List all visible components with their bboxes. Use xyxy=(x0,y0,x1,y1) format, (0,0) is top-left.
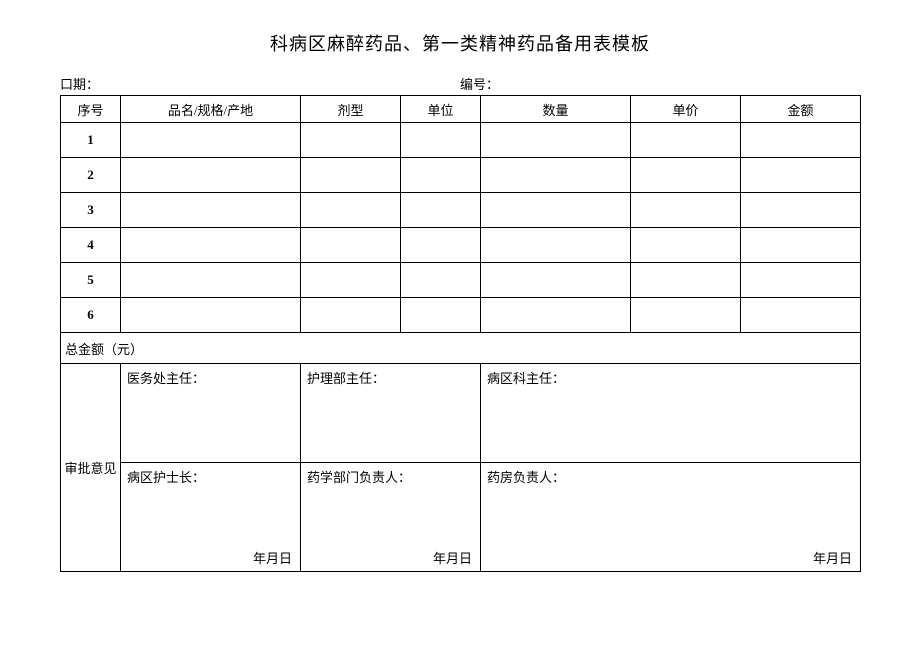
cell xyxy=(741,123,861,158)
cell xyxy=(401,158,481,193)
sig-cell-pharmacy-dept: 药学部门负责人： 年月日 xyxy=(301,463,481,572)
row-seq: 3 xyxy=(61,193,121,228)
total-label: 总金额（元） xyxy=(61,333,861,364)
sig-title: 医务处主任： xyxy=(127,368,294,387)
row-seq: 1 xyxy=(61,123,121,158)
main-table: 序号 品名/规格/产地 剂型 单位 数量 单价 金额 1 2 3 4 5 xyxy=(60,95,861,572)
cell xyxy=(631,298,741,333)
sig-date: 年月日 xyxy=(813,548,852,567)
approval-label: 审批意见 xyxy=(61,364,121,572)
sig-row-2: 病区护士长： 年月日 药学部门负责人： 年月日 药房负责人： 年月日 xyxy=(61,463,861,572)
cell xyxy=(481,263,631,298)
date-label: 口期： xyxy=(60,74,460,93)
cell xyxy=(121,298,301,333)
cell xyxy=(301,298,401,333)
cell xyxy=(301,193,401,228)
cell xyxy=(121,228,301,263)
table-row: 2 xyxy=(61,158,861,193)
cell xyxy=(401,298,481,333)
hdr-unit: 单位 xyxy=(401,96,481,123)
hdr-qty: 数量 xyxy=(481,96,631,123)
cell xyxy=(121,193,301,228)
sig-cell-ward-chief: 病区科主任： xyxy=(481,364,861,463)
sig-cell-nursing-director: 护理部主任： xyxy=(301,364,481,463)
hdr-form: 剂型 xyxy=(301,96,401,123)
sig-title: 病区护士长： xyxy=(127,467,294,486)
table-row: 6 xyxy=(61,298,861,333)
sig-cell-pharmacy-head: 药房负责人： 年月日 xyxy=(481,463,861,572)
sig-cell-medical-director: 医务处主任： xyxy=(121,364,301,463)
table-row: 5 xyxy=(61,263,861,298)
row-seq: 2 xyxy=(61,158,121,193)
cell xyxy=(301,263,401,298)
header-row: 序号 品名/规格/产地 剂型 单位 数量 单价 金额 xyxy=(61,96,861,123)
table-row: 4 xyxy=(61,228,861,263)
cell xyxy=(301,123,401,158)
row-seq: 4 xyxy=(61,228,121,263)
meta-row: 口期： 编号： xyxy=(60,74,860,93)
total-row: 总金额（元） xyxy=(61,333,861,364)
cell xyxy=(401,263,481,298)
cell xyxy=(741,193,861,228)
row-seq: 6 xyxy=(61,298,121,333)
row-seq: 5 xyxy=(61,263,121,298)
cell xyxy=(631,123,741,158)
table-row: 1 xyxy=(61,123,861,158)
cell xyxy=(121,158,301,193)
cell xyxy=(481,193,631,228)
cell xyxy=(401,228,481,263)
cell xyxy=(301,158,401,193)
cell xyxy=(631,158,741,193)
sig-title: 护理部主任： xyxy=(307,368,474,387)
cell xyxy=(741,263,861,298)
cell xyxy=(481,228,631,263)
sig-row-1: 审批意见 医务处主任： 护理部主任： 病区科主任： xyxy=(61,364,861,463)
sig-title: 药房负责人： xyxy=(487,467,854,486)
sig-cell-head-nurse: 病区护士长： 年月日 xyxy=(121,463,301,572)
sig-title: 药学部门负责人： xyxy=(307,467,474,486)
cell xyxy=(481,158,631,193)
cell xyxy=(401,193,481,228)
cell xyxy=(741,298,861,333)
sig-title: 病区科主任： xyxy=(487,368,854,387)
sig-date: 年月日 xyxy=(253,548,292,567)
hdr-amt: 金额 xyxy=(741,96,861,123)
cell xyxy=(631,193,741,228)
cell xyxy=(121,123,301,158)
table-row: 3 xyxy=(61,193,861,228)
hdr-price: 单价 xyxy=(631,96,741,123)
sig-date: 年月日 xyxy=(433,548,472,567)
cell xyxy=(481,298,631,333)
cell xyxy=(301,228,401,263)
cell xyxy=(121,263,301,298)
cell xyxy=(631,228,741,263)
cell xyxy=(401,123,481,158)
hdr-name: 品名/规格/产地 xyxy=(121,96,301,123)
page-title: 科病区麻醉药品、第一类精神药品备用表模板 xyxy=(60,30,860,56)
serial-label: 编号： xyxy=(460,74,860,93)
cell xyxy=(481,123,631,158)
hdr-seq: 序号 xyxy=(61,96,121,123)
cell xyxy=(741,228,861,263)
cell xyxy=(741,158,861,193)
cell xyxy=(631,263,741,298)
